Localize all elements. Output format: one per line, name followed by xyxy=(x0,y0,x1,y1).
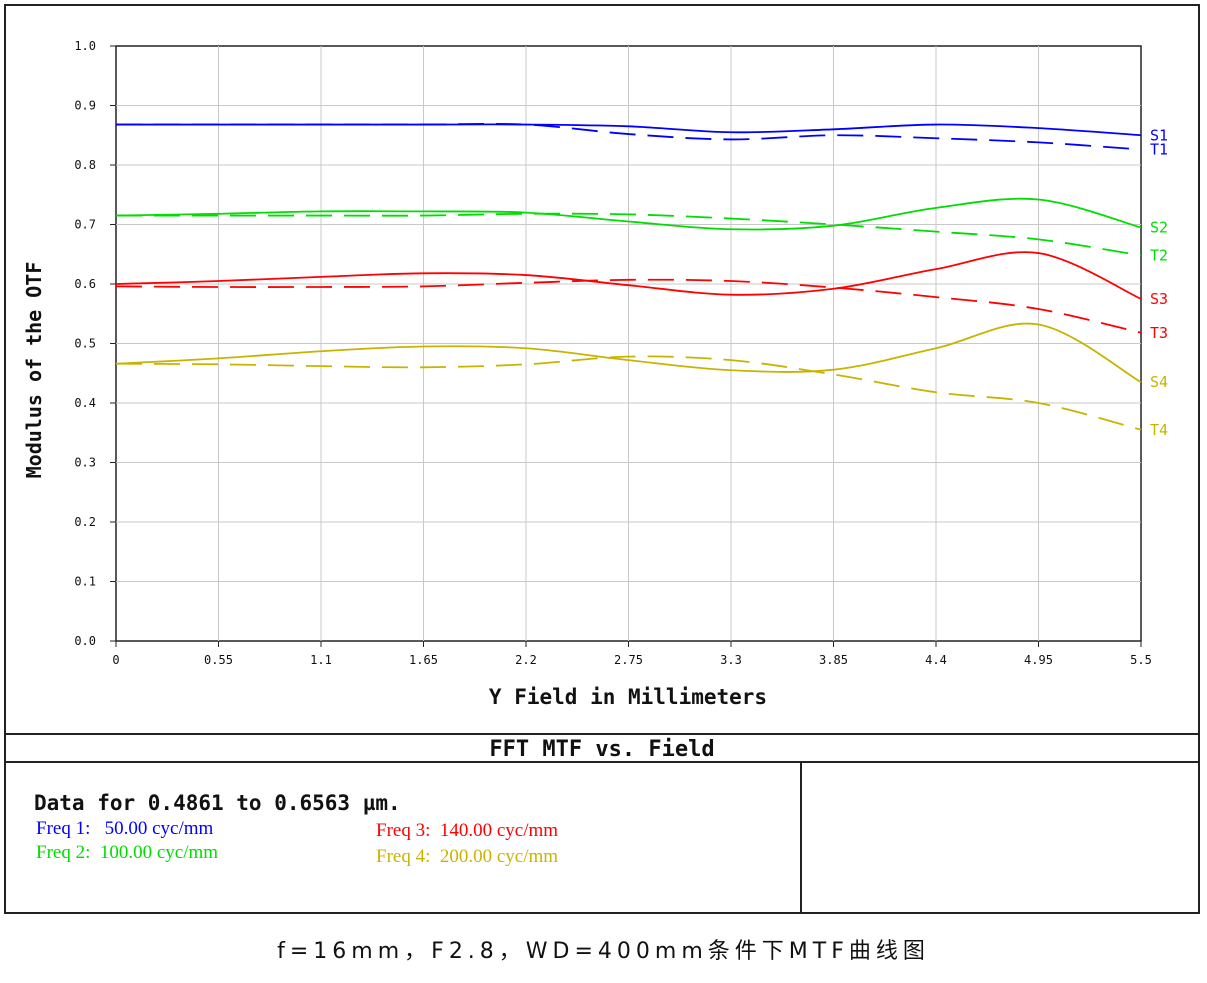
y-tick-label: 0.8 xyxy=(74,158,96,172)
x-tick-label: 1.65 xyxy=(409,653,438,667)
mtf-plot: 0.0 0.1 0.2 0.3 0.4 0.5 0.6 0.7 0.8 0.9 1.0 0 0.55 1… xyxy=(22,39,1168,709)
y-tick-labels: 0.0 0.1 0.2 0.3 0.4 0.5 0.6 0.7 0.8 0.9 1.0 xyxy=(74,39,96,648)
x-tick-label: 4.95 xyxy=(1024,653,1053,667)
y-tick-label: 0.2 xyxy=(74,515,96,529)
series-label-s1: S1 xyxy=(1150,126,1168,144)
x-tick-label: 0 xyxy=(112,653,119,667)
series-line-t1 xyxy=(115,122,1142,151)
x-tick-label: 2.2 xyxy=(515,653,537,667)
y-axis-label: Modulus of the OTF xyxy=(22,262,46,479)
series-line-s2 xyxy=(115,197,1142,231)
x-tick-label: 5.5 xyxy=(1130,653,1152,667)
x-tick-label: 3.85 xyxy=(819,653,848,667)
series-label-s3: S3 xyxy=(1150,290,1168,308)
y-tick-label: 0.7 xyxy=(74,218,96,232)
title-row: FFT MTF vs. Field xyxy=(4,733,1200,763)
y-tick-label: 1.0 xyxy=(74,39,96,53)
x-tick-label: 3.3 xyxy=(720,653,742,667)
series-lines xyxy=(115,122,1142,431)
series-label-t4: T4 xyxy=(1150,421,1168,439)
freq-3-label: Freq 3: 140.00 cyc/mm xyxy=(376,820,559,841)
y-tick-label: 0.0 xyxy=(74,634,96,648)
y-tick-label: 0.5 xyxy=(74,337,96,351)
chart-title: FFT MTF vs. Field xyxy=(489,737,715,762)
freq-2-label: Freq 2: 100.00 cyc/mm xyxy=(36,842,219,863)
series-label-t3: T3 xyxy=(1150,324,1168,342)
data-range-text: Data for 0.4861 to 0.6563 µm. xyxy=(34,791,401,815)
y-tick-label: 0.1 xyxy=(74,575,96,589)
x-tick-labels: 0 0.55 1.1 1.65 2.2 2.75 3.3 3.85 4.4 4.95 5.5 xyxy=(112,653,1151,667)
y-tick-label: 0.3 xyxy=(74,456,96,470)
series-line-t2 xyxy=(116,212,1142,257)
freq-4-label: Freq 4: 200.00 cyc/mm xyxy=(376,846,559,867)
grid-lines xyxy=(110,45,1142,647)
chart-frame xyxy=(4,4,1200,914)
figure-caption: f=16mm，F2.8，WD=400mm条件下MTF曲线图 xyxy=(277,939,930,964)
freq-1-label: Freq 1: 50.00 cyc/mm xyxy=(36,818,214,839)
y-tick-label: 0.9 xyxy=(74,99,96,113)
x-tick-label: 4.4 xyxy=(925,653,947,667)
series-line-t3 xyxy=(115,278,1142,334)
y-tick-label: 0.4 xyxy=(74,396,96,410)
y-tick-label: 0.6 xyxy=(74,277,96,291)
series-line-s4 xyxy=(115,322,1142,383)
series-line-s3 xyxy=(115,251,1142,300)
series-label-t1: T1 xyxy=(1150,141,1168,159)
x-tick-label: 2.75 xyxy=(614,653,643,667)
x-tick-label: 0.55 xyxy=(204,653,233,667)
series-line-t4 xyxy=(115,355,1142,431)
x-axis-label: Y Field in Millimeters xyxy=(489,685,767,709)
series-label-t2: T2 xyxy=(1150,246,1168,264)
series-label-s4: S4 xyxy=(1150,373,1168,391)
x-tick-label: 1.1 xyxy=(310,653,332,667)
series-label-s2: S2 xyxy=(1150,218,1168,236)
info-box: Data for 0.4861 to 0.6563 µm. Freq 1: 50… xyxy=(4,763,802,914)
